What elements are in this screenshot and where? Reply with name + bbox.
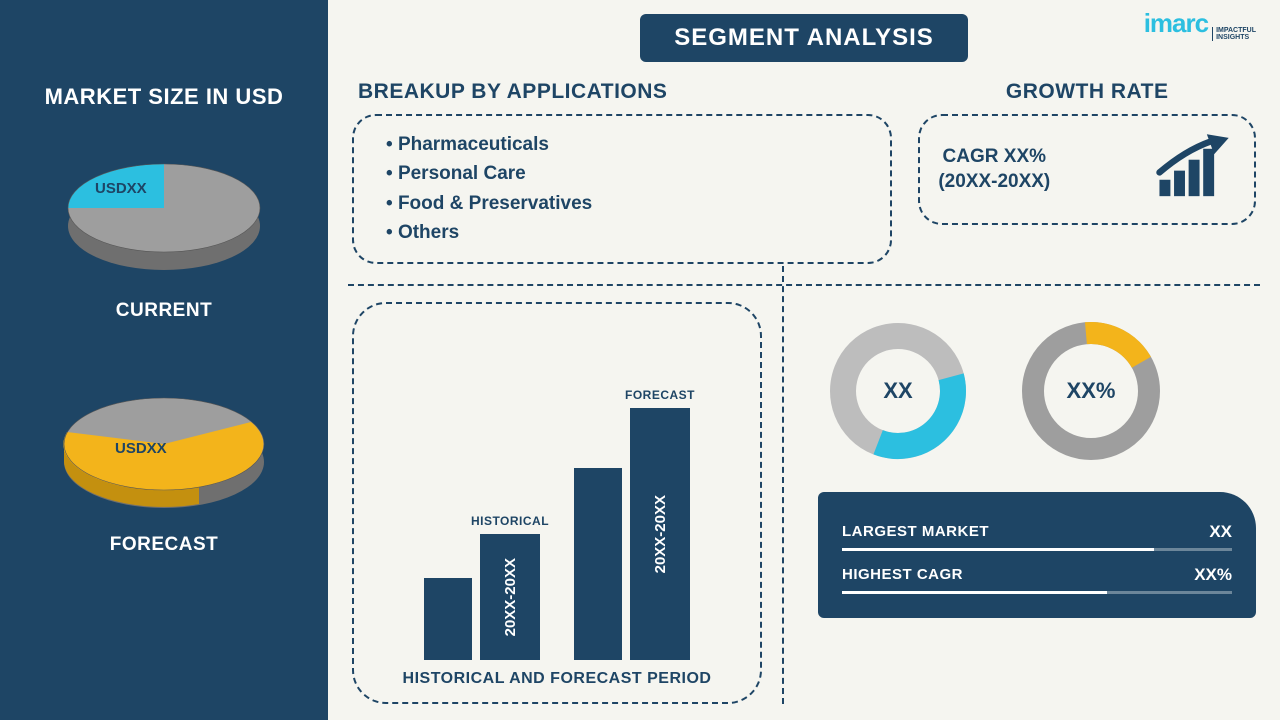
growth-text: CAGR XX% (20XX-20XX): [938, 145, 1050, 194]
stats-section: XX XX% LARGEST MARKET XX: [784, 302, 1256, 704]
growth-chart-icon: [1154, 132, 1236, 207]
pie-current-value: USDXX: [95, 180, 147, 197]
historical-box: HISTORICAL 20XX-20XX FORECAST 20XX-20XX: [352, 302, 762, 704]
bar: HISTORICAL 20XX-20XX: [480, 534, 540, 660]
historical-caption: HISTORICAL AND FORECAST PERIOD: [403, 670, 712, 688]
info-card: LARGEST MARKET XX HIGHEST CAGR XX%: [818, 492, 1256, 618]
growth-title: GROWTH RATE: [918, 80, 1256, 104]
bar: FORECAST 20XX-20XX: [630, 408, 690, 660]
info-bar: [842, 591, 1232, 594]
main-panel: imarc IMPACTFUL INSIGHTS SEGMENT ANALYSI…: [328, 0, 1280, 720]
bar-period-label: 20XX-20XX: [502, 558, 519, 636]
pie-current-caption: CURRENT: [49, 300, 279, 322]
page-title: SEGMENT ANALYSIS: [640, 14, 968, 62]
pie-forecast: USDXX FORECAST: [49, 368, 279, 556]
info-value: XX: [1209, 522, 1232, 542]
breakup-item: Personal Care: [386, 159, 864, 188]
donut-b-value: XX%: [1018, 318, 1164, 464]
pie-current: USDXX CURRENT: [49, 134, 279, 322]
bar-pair-forecast: FORECAST 20XX-20XX: [574, 408, 690, 660]
breakup-section: BREAKUP BY APPLICATIONS Pharmaceuticals …: [352, 80, 892, 264]
logo-text: imarc: [1144, 8, 1208, 39]
donut-a: XX: [828, 321, 968, 461]
info-value: XX%: [1194, 565, 1232, 585]
brand-logo: imarc IMPACTFUL INSIGHTS: [1144, 8, 1256, 41]
info-row: HIGHEST CAGR XX%: [842, 565, 1232, 585]
historical-section: HISTORICAL 20XX-20XX FORECAST 20XX-20XX: [352, 302, 782, 704]
bar: [424, 578, 472, 660]
growth-line-1: CAGR XX%: [938, 145, 1050, 170]
divider-horizontal: [348, 284, 1260, 286]
row-bottom: HISTORICAL 20XX-20XX FORECAST 20XX-20XX: [340, 302, 1268, 712]
growth-box: CAGR XX% (20XX-20XX): [918, 114, 1256, 225]
donut-row: XX XX%: [818, 318, 1256, 464]
donut-b: XX%: [1018, 318, 1164, 464]
breakup-item: Pharmaceuticals: [386, 130, 864, 159]
info-row: LARGEST MARKET XX: [842, 522, 1232, 542]
breakup-item: Food & Preservatives: [386, 189, 864, 218]
breakup-item: Others: [386, 218, 864, 247]
info-bar-fill: [842, 591, 1107, 594]
growth-section: GROWTH RATE CAGR XX% (20XX-20XX): [918, 80, 1256, 264]
left-panel: MARKET SIZE IN USD USDXX CURRENT: [0, 0, 328, 720]
logo-tagline-2: INSIGHTS: [1216, 34, 1256, 41]
pie-current-chart: USDXX: [49, 134, 279, 294]
page: MARKET SIZE IN USD USDXX CURRENT: [0, 0, 1280, 720]
breakup-list: Pharmaceuticals Personal Care Food & Pre…: [380, 130, 864, 248]
pie-forecast-caption: FORECAST: [49, 534, 279, 556]
row-top: BREAKUP BY APPLICATIONS Pharmaceuticals …: [340, 80, 1268, 264]
donut-a-value: XX: [828, 321, 968, 461]
bar-top-label: HISTORICAL: [471, 514, 549, 528]
pie-forecast-value: USDXX: [115, 440, 167, 457]
bar-chart: HISTORICAL 20XX-20XX FORECAST 20XX-20XX: [378, 390, 736, 660]
bar: [574, 468, 622, 660]
pie-forecast-chart: USDXX: [49, 368, 279, 528]
bar-pair-historical: HISTORICAL 20XX-20XX: [424, 534, 540, 660]
info-bar: [842, 548, 1232, 551]
logo-tagline-1: IMPACTFUL: [1216, 27, 1256, 34]
bar-period-label: 20XX-20XX: [652, 495, 669, 573]
market-size-heading: MARKET SIZE IN USD: [45, 84, 284, 110]
info-label: LARGEST MARKET: [842, 523, 989, 540]
breakup-title: BREAKUP BY APPLICATIONS: [352, 80, 892, 104]
info-bar-fill: [842, 548, 1154, 551]
growth-line-2: (20XX-20XX): [938, 170, 1050, 195]
breakup-box: Pharmaceuticals Personal Care Food & Pre…: [352, 114, 892, 264]
info-label: HIGHEST CAGR: [842, 566, 963, 583]
bar-top-label: FORECAST: [625, 388, 695, 402]
logo-tagline: IMPACTFUL INSIGHTS: [1212, 27, 1256, 41]
